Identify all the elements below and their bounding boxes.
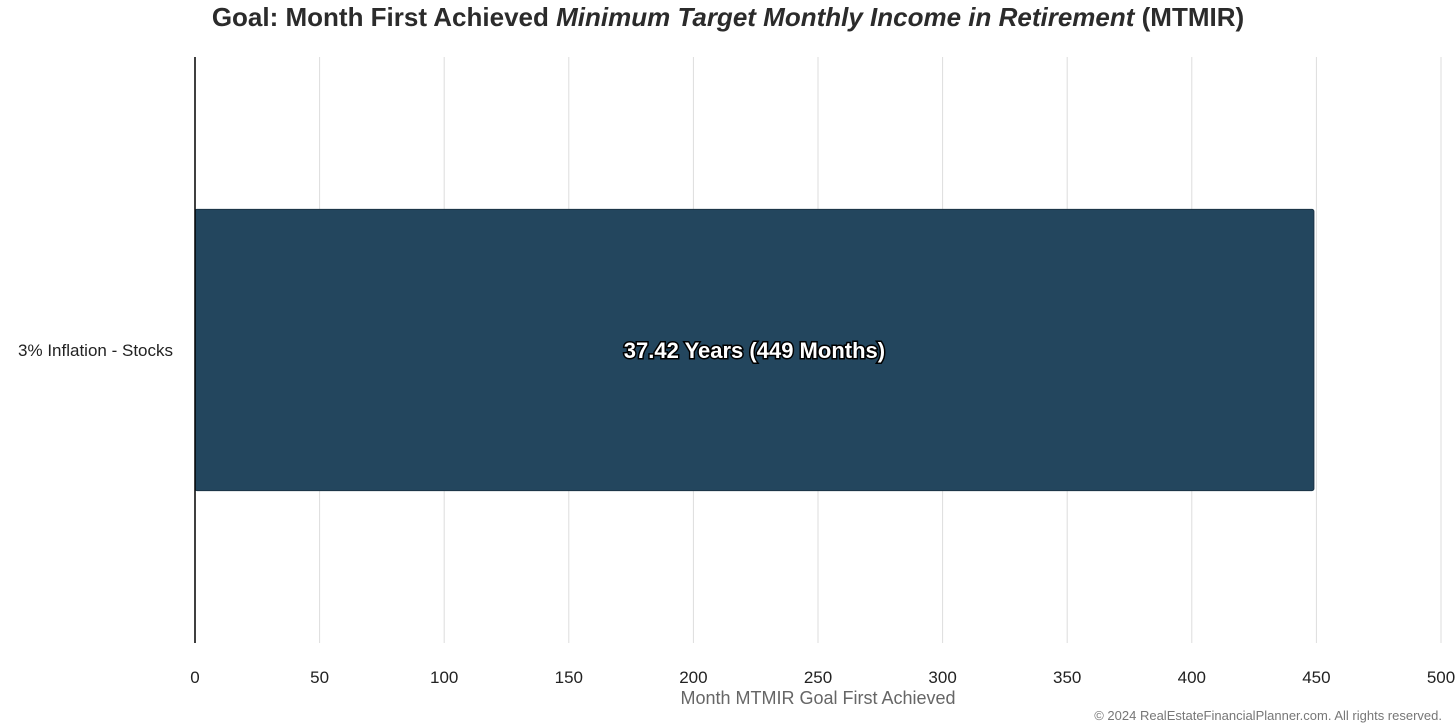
y-category-label: 3% Inflation - Stocks: [18, 341, 173, 360]
x-tick-label: 200: [679, 668, 707, 687]
x-tick-label: 350: [1053, 668, 1081, 687]
x-axis-title: Month MTMIR Goal First Achieved: [680, 688, 955, 708]
x-tick-label: 100: [430, 668, 458, 687]
bars: 37.42 Years (449 Months): [194, 208, 1315, 492]
x-tick-label: 400: [1178, 668, 1206, 687]
x-tick-label: 500: [1427, 668, 1455, 687]
chart-title: Goal: Month First Achieved Minimum Targe…: [0, 2, 1456, 33]
chart-title-prefix: Goal: Month First Achieved: [211, 2, 557, 32]
x-tick-label: 150: [555, 668, 583, 687]
x-tick-label: 0: [190, 668, 199, 687]
chart-title-suffix: (MTMIR): [1134, 2, 1245, 32]
axes: 0 50 100 150 200 250 300 350 400 450 500 3% Inflati…: [18, 57, 1455, 687]
x-tick-label: 450: [1302, 668, 1330, 687]
x-tick-label: 300: [928, 668, 956, 687]
x-tick-label: 50: [310, 668, 329, 687]
copyright-notice: © 2024 RealEstateFinancialPlanner.com. A…: [1094, 708, 1442, 723]
chart-title-italic: Minimum Target Monthly Income in Retirem…: [556, 2, 1135, 32]
x-tick-label: 250: [804, 668, 832, 687]
bar-data-label: 37.42 Years (449 Months): [624, 338, 885, 363]
